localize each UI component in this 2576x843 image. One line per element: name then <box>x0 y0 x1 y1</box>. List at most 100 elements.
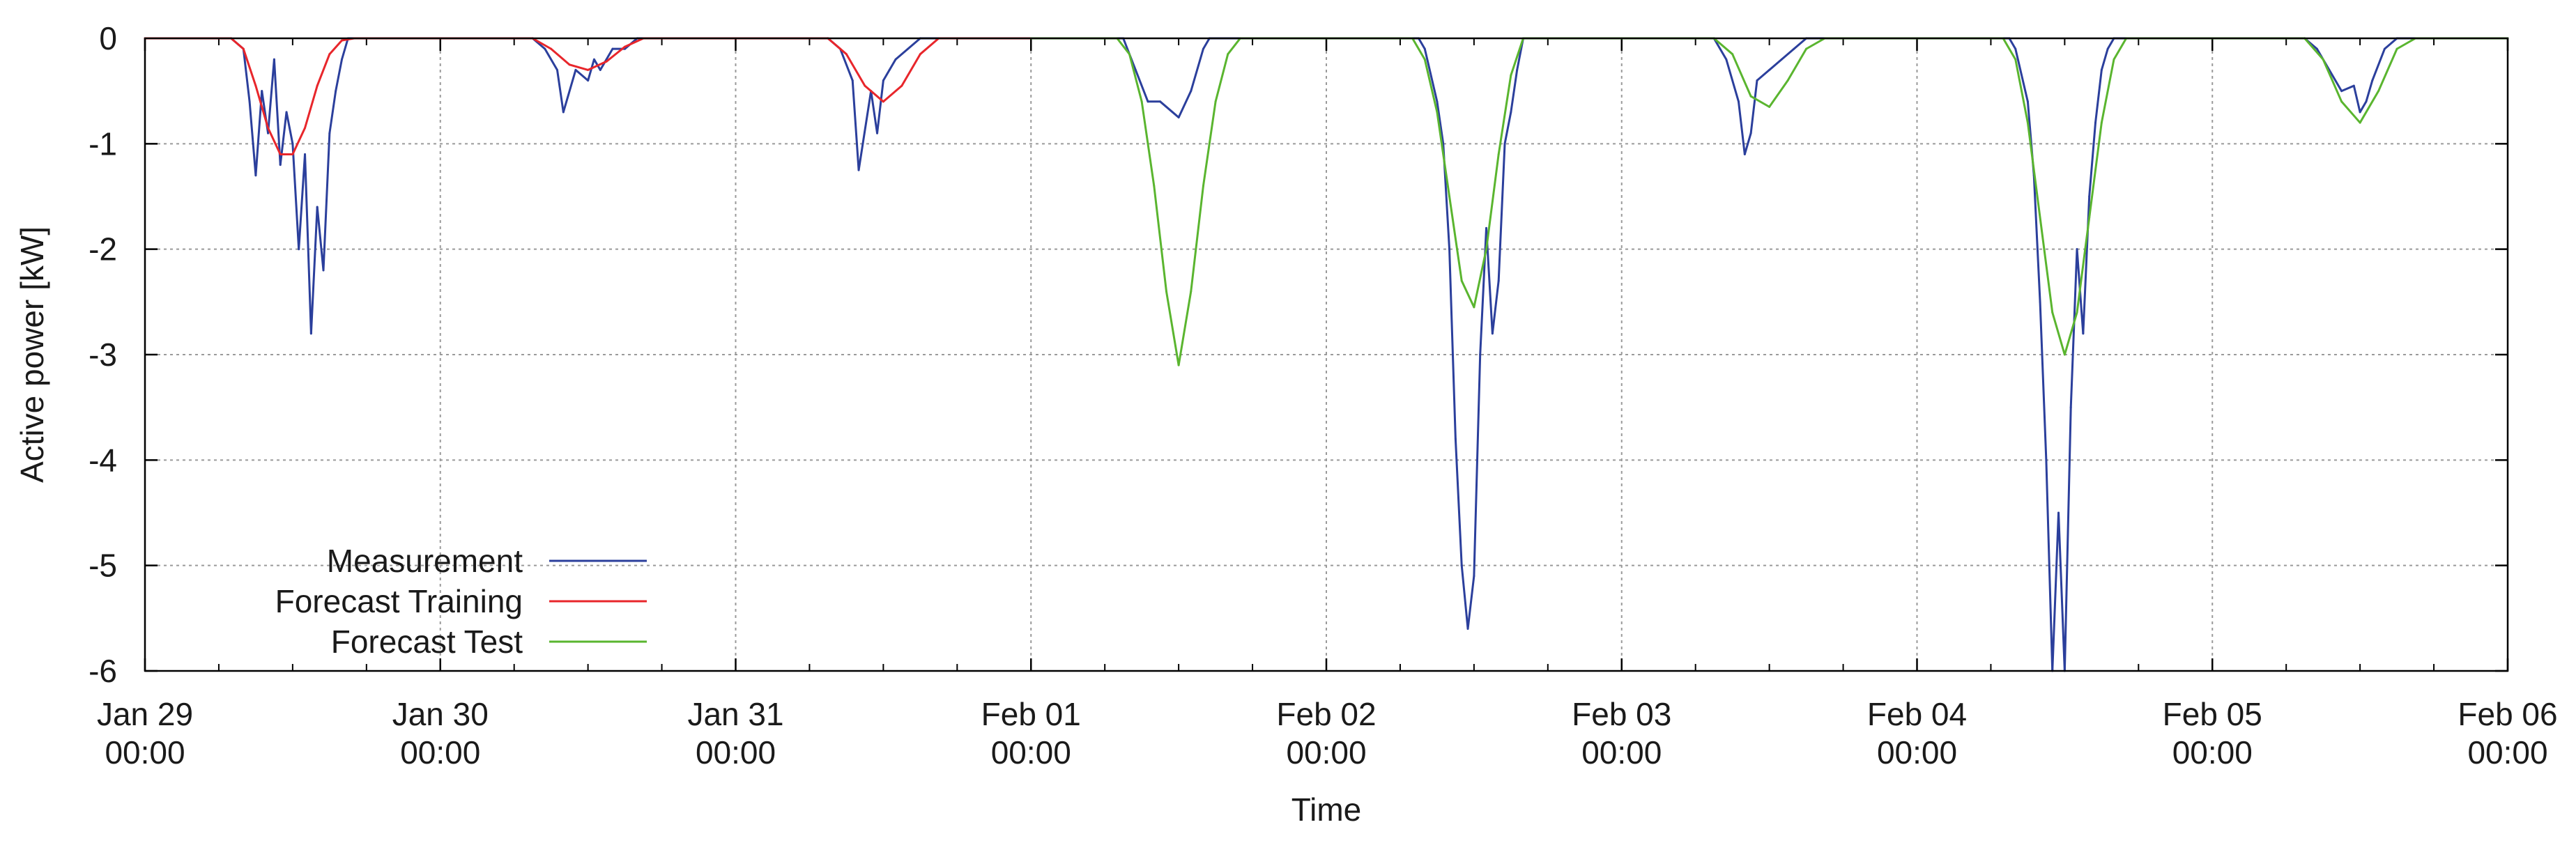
series-segment <box>242 47 251 103</box>
series-segment <box>1190 47 1204 93</box>
series-segment <box>1202 37 1211 50</box>
series-segment <box>1436 111 1451 198</box>
series-segment <box>2094 68 2103 124</box>
series-segment <box>316 206 325 272</box>
x-tick-time-label: 00:00 <box>696 734 776 771</box>
series-segment <box>1712 37 1734 56</box>
series-segment <box>2039 216 2054 314</box>
series-segment <box>1177 90 1193 118</box>
series-segment <box>1805 37 1826 50</box>
series-segment <box>1460 564 1469 630</box>
series-segment <box>1473 248 1488 309</box>
series-segment <box>1768 58 1783 71</box>
plot-frame <box>144 37 2509 672</box>
series-segment <box>328 90 337 134</box>
series-segment <box>1510 68 1519 114</box>
series-segment <box>876 79 884 134</box>
series-segment <box>2063 311 2078 356</box>
series-segment <box>2057 511 2066 672</box>
series-segment <box>1491 279 1500 335</box>
x-tick-time-label: 00:00 <box>105 734 185 771</box>
series-segment <box>1436 100 1445 145</box>
series-segment <box>1725 58 1740 103</box>
legend-label: Forecast Training <box>275 583 523 619</box>
series-segment <box>851 79 860 171</box>
x-tick-date-label: Feb 06 <box>2458 696 2557 732</box>
series-segment <box>605 45 627 63</box>
series-segment <box>2076 216 2091 314</box>
series-segment <box>531 37 553 50</box>
series-segment <box>587 60 608 71</box>
series-segment <box>279 111 288 167</box>
series-segment <box>587 58 595 82</box>
series-segment <box>1510 37 1524 77</box>
series-segment <box>1454 438 1463 567</box>
series-segment <box>2002 37 2017 61</box>
series-segment <box>544 47 558 71</box>
series-segment <box>599 47 614 71</box>
x-axis-title: Time <box>1291 791 1362 828</box>
grid <box>145 38 2508 671</box>
series-segment <box>2383 37 2398 50</box>
x-tick-time-label: 00:00 <box>1877 734 1957 771</box>
series-segment <box>2014 58 2029 124</box>
y-tick-label: -3 <box>89 337 117 373</box>
series-segment <box>2100 47 2109 71</box>
series-segment <box>1153 185 1167 293</box>
series-segment <box>298 153 307 251</box>
series-segment <box>285 111 294 145</box>
series-segment <box>1466 575 1475 630</box>
series-segment <box>267 58 275 134</box>
series-segment <box>1768 79 1789 108</box>
series-segment <box>2113 37 2128 61</box>
series-segment <box>1140 100 1156 187</box>
legend: Measurement Forecast Training Forecast Tes… <box>275 543 647 660</box>
series-segment <box>2088 121 2103 219</box>
series-segment <box>2100 58 2115 124</box>
x-tick-date-label: Jan 29 <box>97 696 193 732</box>
x-tick-time-label: 00:00 <box>400 734 480 771</box>
series-segment <box>1417 37 1426 50</box>
series-segment <box>1503 111 1512 145</box>
series-segment <box>624 37 645 48</box>
series-segment <box>273 58 282 167</box>
series-segment <box>857 90 873 171</box>
legend-label: Forecast Test <box>331 624 523 660</box>
y-tick-label: -4 <box>89 442 117 478</box>
series-segment <box>2322 58 2343 103</box>
x-tick-date-label: Feb 01 <box>981 696 1081 732</box>
series-segment <box>2026 121 2041 219</box>
x-tick-date-label: Jan 31 <box>687 696 783 732</box>
series-segment <box>1473 353 1482 578</box>
series-segment <box>2359 100 2368 114</box>
series-segment <box>2377 47 2398 93</box>
series-segment <box>309 206 319 335</box>
series-segment <box>1411 37 1426 61</box>
series-segment <box>1793 37 1808 50</box>
series-segment <box>2328 68 2343 93</box>
series-segment <box>1731 53 1752 98</box>
series-segment <box>1423 58 1439 114</box>
series-segment <box>919 37 940 56</box>
series-segment <box>827 37 848 56</box>
series-segment <box>1227 37 1241 56</box>
series-segment <box>2340 100 2361 124</box>
series-segment <box>304 153 312 335</box>
series-segment <box>888 58 897 71</box>
series-segment <box>2352 84 2361 114</box>
series-segment <box>291 142 300 251</box>
series-segment <box>1780 47 1795 61</box>
series-segment <box>1214 53 1229 103</box>
series-segment <box>2365 79 2374 103</box>
series-segment <box>550 47 571 66</box>
series-segment <box>2032 174 2041 303</box>
series-segment <box>1134 68 1149 103</box>
y-axis-title: Active power [kW] <box>14 226 50 483</box>
x-tick-time-label: 00:00 <box>2467 734 2547 771</box>
series-segment <box>562 68 577 114</box>
series-segment <box>230 37 245 50</box>
series-segment <box>1159 100 1174 114</box>
